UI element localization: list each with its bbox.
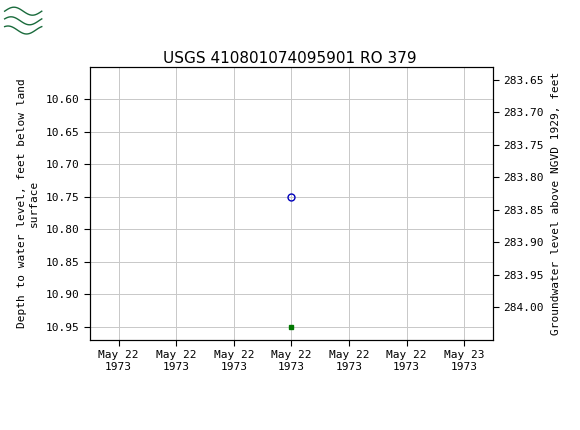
- Text: USGS 410801074095901 RO 379: USGS 410801074095901 RO 379: [163, 51, 417, 65]
- Y-axis label: Depth to water level, feet below land
surface: Depth to water level, feet below land su…: [17, 78, 39, 328]
- Text: USGS: USGS: [46, 11, 102, 29]
- Bar: [3, 3, 78, 37]
- Y-axis label: Groundwater level above NGVD 1929, feet: Groundwater level above NGVD 1929, feet: [551, 71, 561, 335]
